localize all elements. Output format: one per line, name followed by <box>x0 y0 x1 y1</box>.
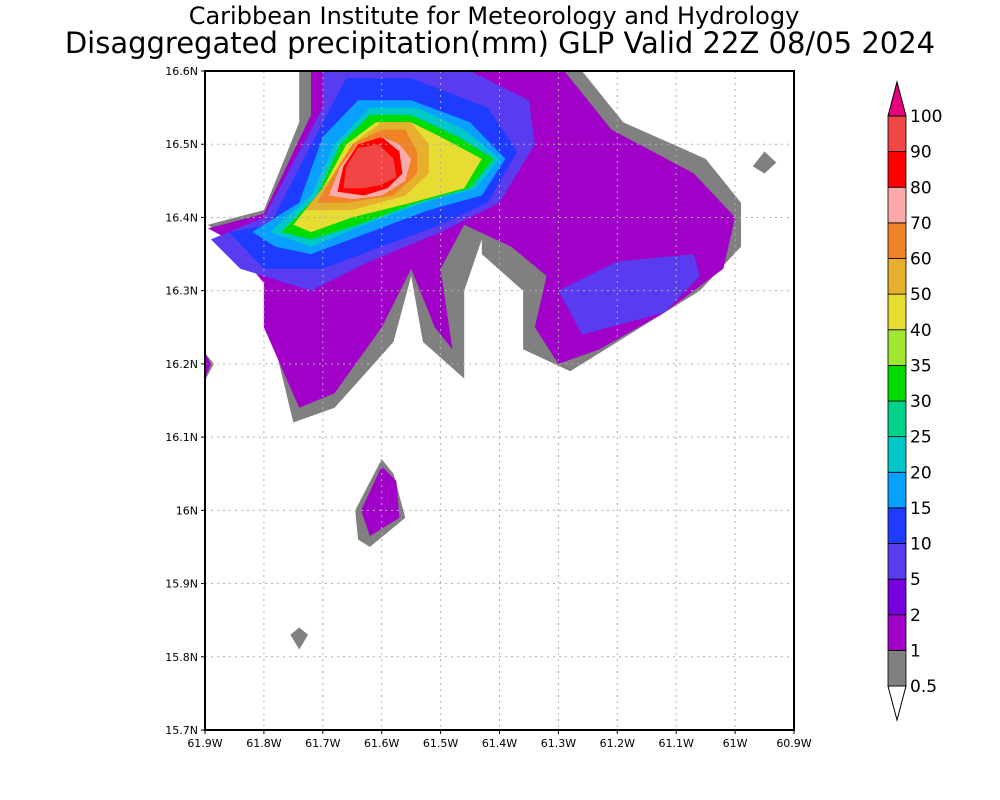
legend-label-0_5: 0.5 <box>910 677 937 697</box>
x-tick-label-0: 61.9W <box>187 737 222 750</box>
x-tick-label-9: 61W <box>723 737 748 750</box>
legend-swatch-1 <box>887 614 907 651</box>
legend-swatch-90 <box>887 115 907 153</box>
precip-area-0_5-3 <box>290 627 309 650</box>
legend-arrow-low <box>887 685 907 722</box>
legend-label-90: 90 <box>910 143 932 163</box>
x-tick-label-5: 61.4W <box>482 737 517 750</box>
precip-area-0_5-4 <box>752 151 777 174</box>
y-tick-label-4: 16.1N <box>165 431 198 444</box>
x-tick-label-4: 61.5W <box>423 737 458 750</box>
legend-label-60: 60 <box>910 250 932 270</box>
legend-label-15: 15 <box>910 499 932 519</box>
x-tick-label-2: 61.7W <box>305 737 340 750</box>
legend-label-25: 25 <box>910 428 932 448</box>
legend-swatch-35 <box>887 329 907 366</box>
legend-label-30: 30 <box>910 392 932 412</box>
legend-label-70: 70 <box>910 214 932 234</box>
legend-swatch-0_5 <box>887 649 907 687</box>
y-tick-label-8: 16.5N <box>165 138 198 151</box>
y-tick-label-3: 16N <box>176 504 198 517</box>
legend-swatch-15 <box>887 471 907 509</box>
legend-label-20: 20 <box>910 463 932 483</box>
grid-lines <box>205 71 794 730</box>
y-tick-label-9: 16.6N <box>165 65 198 78</box>
y-tick-label-7: 16.4N <box>165 211 198 224</box>
y-tick-label-2: 15.9N <box>165 578 198 591</box>
legend-label-50: 50 <box>910 285 932 305</box>
x-tick-label-6: 61.3W <box>541 737 576 750</box>
legend-swatch-30 <box>887 364 907 402</box>
precip-area-1-6 <box>205 352 211 379</box>
legend-swatch-25 <box>887 400 907 438</box>
x-tick-label-7: 61.2W <box>600 737 635 750</box>
x-axis: 61.9W 61.8W 61.7W 61.6W 61.5W 61.4W 61.3W 61.2W… <box>187 730 812 750</box>
precip-area-5-9 <box>558 254 700 335</box>
legend-swatch-2 <box>887 578 907 616</box>
legend-swatch-20 <box>887 436 907 473</box>
legend-label-80: 80 <box>910 178 932 198</box>
legend-swatch-80 <box>887 151 907 188</box>
legend-label-1: 1 <box>910 641 921 661</box>
legend-swatch-10 <box>887 507 907 544</box>
legend-label-5: 5 <box>910 570 921 590</box>
legend-arrow-high <box>887 80 907 117</box>
x-tick-label-1: 61.8W <box>246 737 281 750</box>
precip-area-90-19 <box>343 144 397 189</box>
chart-subtitle: Disaggregated precipitation(mm) GLP Vali… <box>64 26 936 60</box>
chart-title: Caribbean Institute for Meteorology and … <box>188 2 800 30</box>
y-tick-label-6: 16.3N <box>165 285 198 298</box>
x-tick-label-8: 61.1W <box>659 737 694 750</box>
legend-swatch-5 <box>887 543 907 580</box>
legend-swatch-70 <box>887 186 907 224</box>
y-tick-label-0: 15.7N <box>165 724 198 737</box>
precip-area-1-7 <box>361 466 400 536</box>
x-tick-label-3: 61.6W <box>364 737 399 750</box>
x-tick-label-10: 60.9W <box>776 737 811 750</box>
legend-label-10: 10 <box>910 535 932 555</box>
y-tick-label-1: 15.8N <box>165 651 198 664</box>
legend-swatch-40 <box>887 293 907 331</box>
legend-label-35: 35 <box>910 356 932 376</box>
legend-label-100: 100 <box>910 107 942 127</box>
y-axis: 15.7N 15.8N 15.9N 16N 16.1N 16.2N 16.3N 16.4N 16… <box>165 65 205 737</box>
legend-swatch-50 <box>887 258 907 295</box>
legend-label-40: 40 <box>910 321 932 341</box>
legend-label-2: 2 <box>910 606 921 626</box>
legend-swatch-60 <box>887 222 907 259</box>
precipitation-fields <box>205 71 777 650</box>
y-tick-label-5: 16.2N <box>165 358 198 371</box>
